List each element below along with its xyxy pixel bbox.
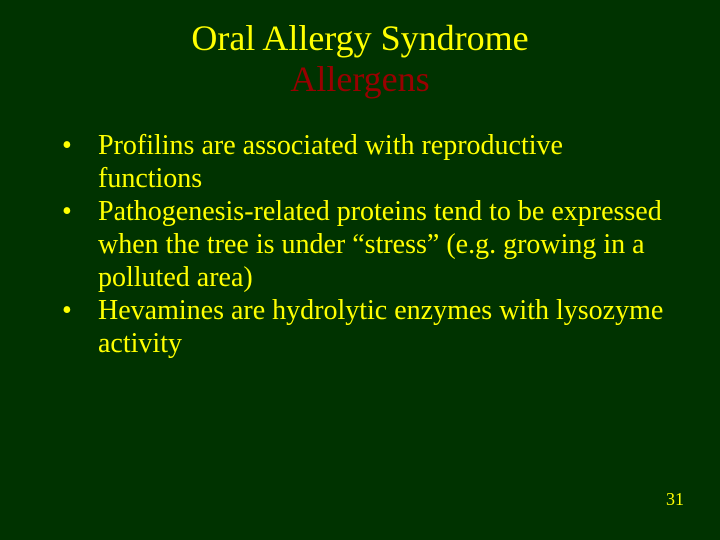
bullet-marker-icon: • — [56, 195, 98, 228]
bullet-text: Hevamines are hydrolytic enzymes with ly… — [98, 294, 672, 360]
page-number: 31 — [666, 489, 684, 510]
bullet-item: • Pathogenesis-related proteins tend to … — [56, 195, 672, 294]
slide-title-line2: Allergens — [0, 59, 720, 100]
slide-title-block: Oral Allergy Syndrome Allergens — [0, 0, 720, 101]
bullet-marker-icon: • — [56, 129, 98, 162]
bullet-list: • Profilins are associated with reproduc… — [56, 129, 672, 360]
slide-title-line1: Oral Allergy Syndrome — [0, 18, 720, 59]
bullet-item: • Hevamines are hydrolytic enzymes with … — [56, 294, 672, 360]
bullet-marker-icon: • — [56, 294, 98, 327]
bullet-text: Pathogenesis-related proteins tend to be… — [98, 195, 672, 294]
bullet-item: • Profilins are associated with reproduc… — [56, 129, 672, 195]
bullet-text: Profilins are associated with reproducti… — [98, 129, 672, 195]
